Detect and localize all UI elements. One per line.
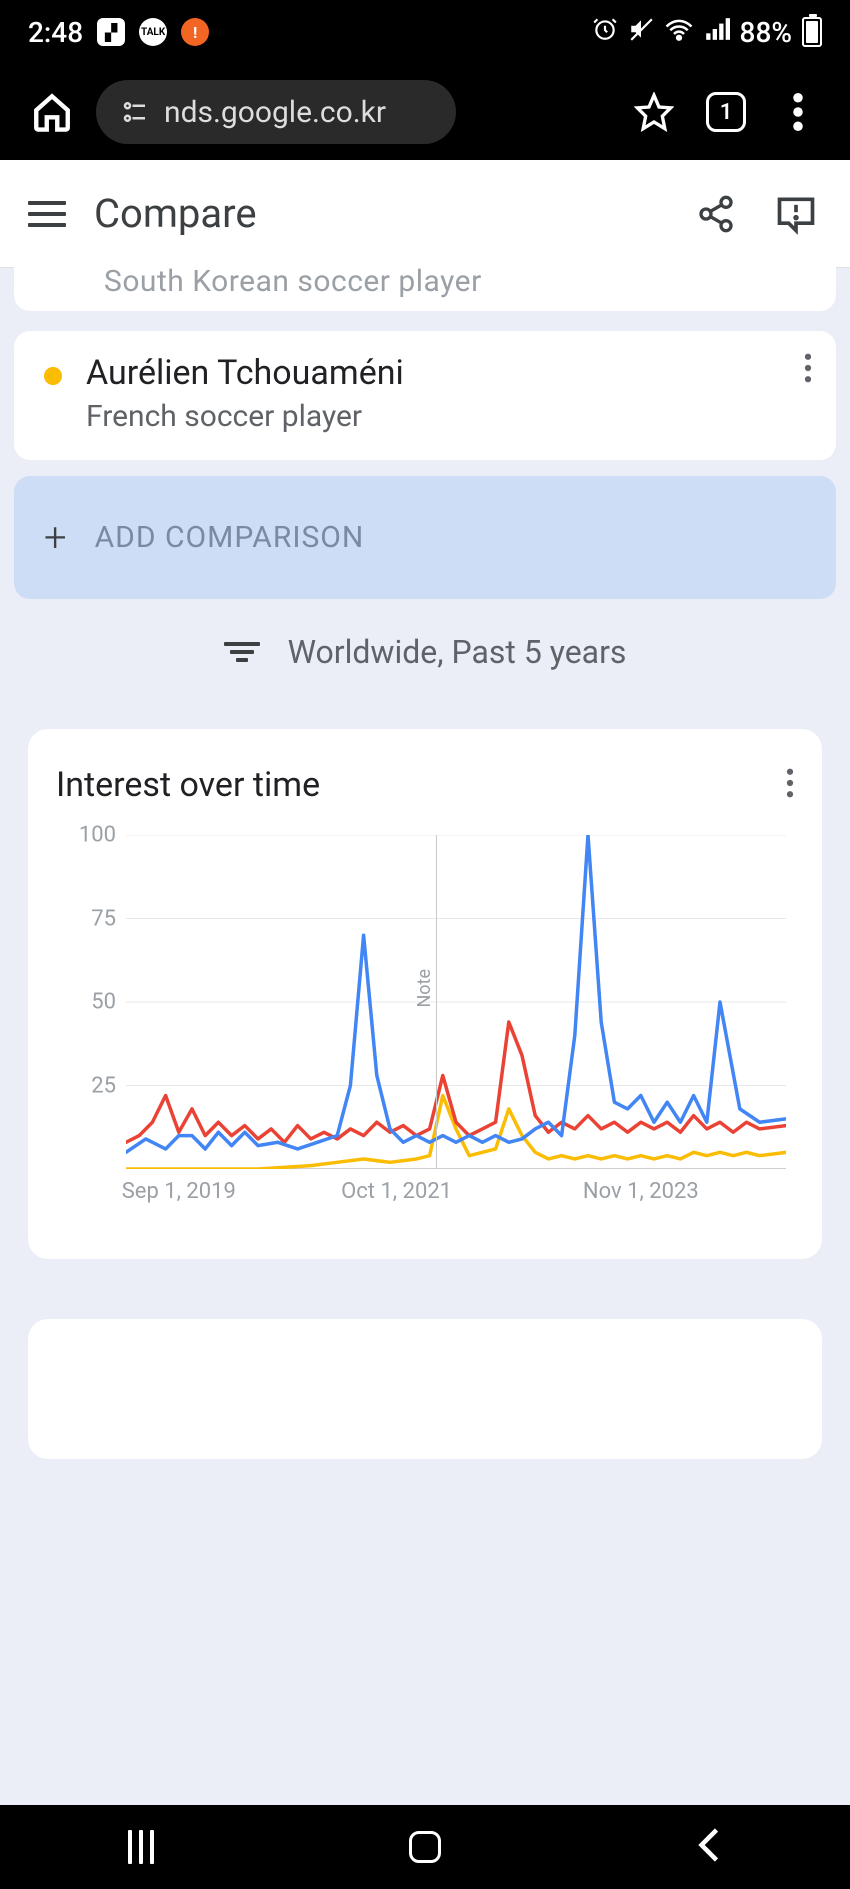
chart-menu-button[interactable] xyxy=(786,768,794,802)
next-card-placeholder xyxy=(28,1319,822,1459)
battery-icon xyxy=(802,17,822,47)
filter-bar[interactable]: Worldwide, Past 5 years xyxy=(0,599,850,705)
chart-svg-container: Note xyxy=(126,835,786,1169)
comparison-subtitle: French soccer player xyxy=(86,399,780,434)
page-content: Compare South Korean soccer player Aurél… xyxy=(0,160,850,1805)
wifi-icon xyxy=(664,16,694,49)
add-comparison-label: ADD COMPARISON xyxy=(95,520,365,555)
bookmark-button[interactable] xyxy=(626,92,682,132)
chart-plot-area: 100755025 Note Sep 1, 2019Oct 1, 2021Nov… xyxy=(66,835,794,1215)
feedback-button[interactable] xyxy=(770,192,822,236)
menu-button[interactable] xyxy=(28,201,66,227)
filter-text: Worldwide, Past 5 years xyxy=(288,633,627,671)
app-header: Compare xyxy=(0,160,850,268)
comparison-menu-button[interactable] xyxy=(804,353,812,387)
plus-icon: + xyxy=(44,514,67,561)
x-axis-labels: Sep 1, 2019Oct 1, 2021Nov 1, 2023 xyxy=(126,1179,786,1215)
browser-home-button[interactable] xyxy=(24,91,80,133)
signal-icon xyxy=(704,16,730,49)
page-title: Compare xyxy=(94,190,662,237)
chart-title: Interest over time xyxy=(56,765,320,805)
tabs-count: 1 xyxy=(720,100,733,125)
y-axis-labels: 100755025 xyxy=(66,835,122,1169)
mute-icon xyxy=(628,16,654,49)
share-button[interactable] xyxy=(690,194,742,234)
url-bar[interactable]: nds.google.co.kr xyxy=(96,80,456,144)
nav-back-button[interactable] xyxy=(696,1827,722,1867)
browser-menu-button[interactable] xyxy=(770,93,826,131)
battery-pct: 88% xyxy=(740,16,792,49)
browser-address-bar: nds.google.co.kr 1 xyxy=(0,64,850,160)
series-color-dot xyxy=(44,367,62,385)
comparison-item[interactable]: Aurélien Tchouaméni French soccer player xyxy=(14,331,836,460)
url-text: nds.google.co.kr xyxy=(164,95,386,130)
kakaotalk-notif-icon: TALK xyxy=(139,18,167,46)
add-comparison-button[interactable]: + ADD COMPARISON xyxy=(14,476,836,599)
comparison-item-partial[interactable]: South Korean soccer player xyxy=(14,264,836,311)
nav-recents-button[interactable] xyxy=(128,1830,154,1864)
warning-notif-icon: ! xyxy=(181,18,209,46)
nav-home-button[interactable] xyxy=(409,1831,441,1863)
android-nav-bar xyxy=(0,1805,850,1889)
comparison-subtitle-partial: South Korean soccer player xyxy=(104,264,482,299)
comparison-name: Aurélien Tchouaméni xyxy=(86,353,780,393)
android-status-bar: 2:48 ▞ TALK ! 88% xyxy=(0,0,850,64)
alarm-icon xyxy=(592,16,618,49)
site-settings-icon xyxy=(120,97,150,127)
tabs-button[interactable]: 1 xyxy=(698,92,754,132)
filter-icon xyxy=(224,642,260,662)
gallery-notif-icon: ▞ xyxy=(97,18,125,46)
status-time: 2:48 xyxy=(28,16,83,49)
interest-over-time-card: Interest over time 100755025 Note Sep 1,… xyxy=(28,729,822,1259)
